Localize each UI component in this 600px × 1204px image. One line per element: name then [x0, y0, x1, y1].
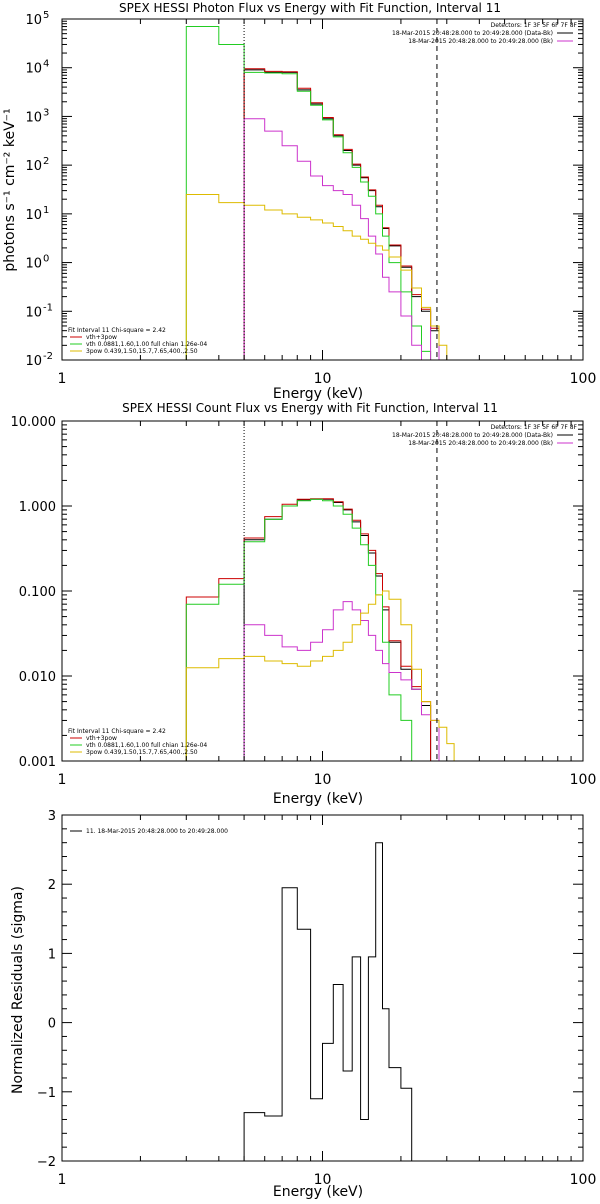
photon-flux-info-line: 18-Mar-2015 20:48:28.000 to 20:49:28.000… — [392, 30, 553, 37]
residuals-series-0 — [243, 842, 439, 1161]
photon-flux-plot-area — [185, 26, 455, 360]
count-flux-info-line: Detectors: 1F 3F 5F 6F 7F 8F — [491, 424, 578, 431]
photon-flux-legend-entry: 3pow 0.439,1.50,15.7,7.65,400.,2.50 — [86, 348, 198, 355]
count-flux-y-tick-label: 0.100 — [19, 585, 56, 600]
photon-flux-y-tick-label: 103 — [25, 107, 49, 125]
residuals-y-tick-label: 2 — [48, 878, 56, 893]
residuals-x-tick-label: 10 — [314, 1172, 332, 1188]
photon-flux-y-tick-exponent: -1 — [43, 302, 53, 313]
photon-flux-x-tick-label: 1 — [58, 371, 67, 387]
photon-flux-y-axis-label: photons s⁻¹ cm⁻² keV⁻¹ — [2, 108, 18, 271]
photon-flux-x-tick-label: 10 — [314, 371, 332, 387]
photon-flux-y-tick-exponent: -2 — [43, 351, 53, 362]
photon-flux-series-4 — [185, 194, 455, 360]
photon-flux-y-tick-label: 10-2 — [25, 351, 53, 369]
residuals-plot-frame — [61, 814, 584, 1162]
photon-flux-y-tick-exponent: 0 — [43, 254, 49, 265]
photon-flux-info-line: 18-Mar-2015 20:48:28.000 to 20:49:28.000… — [408, 38, 553, 45]
photon-flux-y-tick-exponent: 5 — [43, 10, 49, 21]
photon-flux-series-3 — [243, 118, 440, 360]
photon-flux-legend-entry: vth 0.0881,1.60,1.00 full chian 1.26e-04 — [86, 341, 207, 348]
photon-flux-x-tick-label: 100 — [570, 371, 597, 387]
count-flux-series-3 — [243, 601, 440, 761]
residuals-y-tick-label: 3 — [48, 809, 56, 824]
residuals-y-tick-label: −1 — [37, 1086, 56, 1101]
photon-flux-info-line: Detectors: 1F 3F 5F 6F 7F 8F — [491, 22, 578, 29]
count-flux-x-tick-label: 100 — [570, 772, 597, 788]
photon-flux-y-tick-label: 101 — [25, 205, 49, 223]
photon-flux-series-2 — [185, 26, 432, 360]
count-flux-legend-entry: vth+3pow — [86, 735, 117, 742]
count-flux-y-tick-label: 1.000 — [19, 500, 56, 515]
photon-flux-legend-title: Fit Interval 11 Chi-square = 2.42 — [68, 327, 166, 334]
photon-flux-y-tick-exponent: 1 — [43, 205, 49, 216]
photon-flux-y-tick-label: 102 — [25, 156, 49, 174]
count-flux-legend-entry: vth 0.0881,1.60,1.00 full chian 1.26e-04 — [86, 742, 207, 749]
photon-flux-y-tick-exponent: 2 — [43, 156, 49, 167]
residuals-x-tick-label: 100 — [570, 1172, 597, 1188]
count-flux-plot-frame — [61, 420, 584, 762]
residuals-y-tick-label: 1 — [48, 947, 56, 962]
count-flux-x-tick-label: 1 — [58, 772, 67, 788]
count-flux-series-1 — [185, 498, 432, 761]
residuals-x-axis-label: Energy (keV) — [273, 1184, 363, 1200]
residuals-x-tick-label: 1 — [58, 1172, 67, 1188]
photon-flux-title: SPEX HESSI Photon Flux vs Energy with Fi… — [119, 1, 501, 15]
photon-flux-y-tick-label: 10-1 — [25, 302, 53, 320]
count-flux-y-tick-label: 0.010 — [19, 670, 56, 685]
residuals-y-axis-label: Normalized Residuals (sigma) — [10, 886, 26, 1094]
count-flux-info-line: 18-Mar-2015 20:48:28.000 to 20:49:28.000… — [408, 440, 553, 447]
count-flux-legend-title: Fit Interval 11 Chi-square = 2.42 — [68, 728, 166, 735]
photon-flux-y-tick-exponent: 3 — [43, 107, 49, 118]
residuals-plot-area — [243, 842, 439, 1161]
count-flux-panel: SPEX HESSI Count Flux vs Energy with Fit… — [11, 401, 597, 807]
count-flux-legend-entry: 3pow 0.439,1.50,15.7,7.65,400.,2.50 — [86, 749, 198, 756]
count-flux-info-line: 18-Mar-2015 20:48:28.000 to 20:49:28.000… — [392, 432, 553, 439]
count-flux-title: SPEX HESSI Count Flux vs Energy with Fit… — [122, 401, 498, 415]
count-flux-series-2 — [185, 498, 413, 761]
photon-flux-legend-entry: vth+3pow — [86, 334, 117, 341]
residuals-y-tick-label: 0 — [48, 1017, 56, 1032]
photon-flux-y-tick-label: 104 — [25, 59, 49, 77]
photon-flux-plot-frame — [61, 18, 584, 361]
residuals-y-tick-label: −2 — [37, 1155, 56, 1170]
photon-flux-panel: SPEX HESSI Photon Flux vs Energy with Fi… — [2, 1, 596, 402]
count-flux-y-tick-label: 10.000 — [11, 415, 57, 430]
photon-flux-x-axis-label: Energy (keV) — [273, 386, 363, 402]
residuals-legend-entry: 11. 18-Mar-2015 20:48:28.000 to 20:49:28… — [86, 828, 228, 835]
photon-flux-y-tick-label: 105 — [25, 10, 49, 28]
count-flux-series-4 — [185, 590, 455, 761]
residuals-panel: Energy (keV) Normalized Residuals (sigma… — [10, 809, 596, 1200]
photon-flux-y-tick-label: 100 — [25, 254, 49, 272]
photon-flux-y-tick-exponent: 4 — [43, 59, 49, 70]
count-flux-plot-area — [185, 498, 455, 761]
count-flux-x-tick-label: 10 — [314, 772, 332, 788]
count-flux-x-axis-label: Energy (keV) — [273, 791, 363, 807]
count-flux-y-tick-label: 0.001 — [19, 755, 56, 770]
count-flux-series-0 — [243, 498, 432, 761]
